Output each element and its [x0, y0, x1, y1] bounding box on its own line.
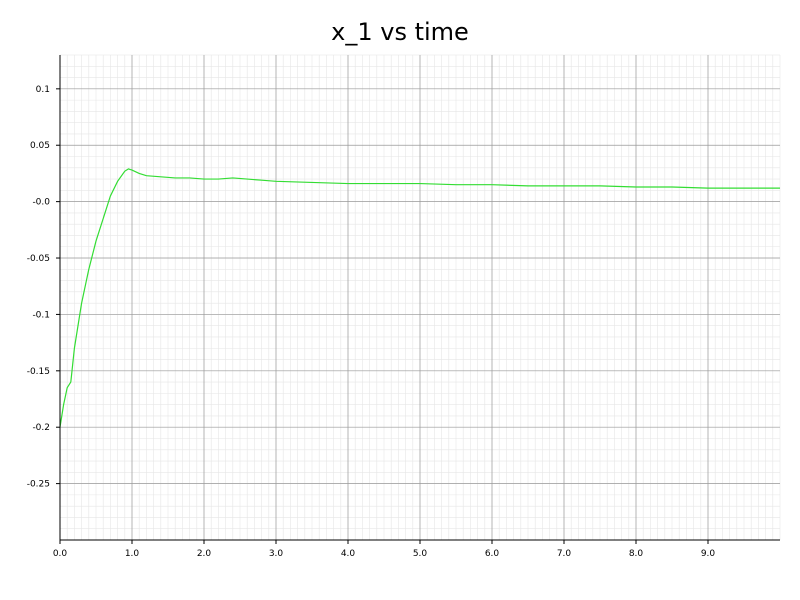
y-tick-label: -0.25 [27, 480, 50, 490]
x-tick-label: 0.0 [53, 549, 68, 559]
x-tick-label: 7.0 [557, 549, 572, 559]
x-tick-label: 3.0 [269, 549, 284, 559]
x-axis-ticks: 0.0 1.0 2.0 3.0 4.0 5.0 6.0 7.0 8.0 9.0 [53, 540, 716, 559]
x-tick-label: 5.0 [413, 549, 428, 559]
x-tick-label: 1.0 [125, 549, 140, 559]
y-tick-label: 0.05 [30, 141, 50, 151]
x-tick-label: 9.0 [701, 549, 716, 559]
y-tick-label: -0.2 [32, 423, 50, 433]
y-tick-label: -0.1 [32, 310, 50, 320]
x-tick-label: 2.0 [197, 549, 212, 559]
x-tick-label: 6.0 [485, 549, 500, 559]
y-axis-ticks: 0.1 0.05 -0.0 -0.05 -0.1 -0.15 -0.2 -0.25 [27, 85, 60, 490]
y-tick-label: -0.0 [32, 198, 50, 208]
y-tick-label: -0.15 [27, 367, 50, 377]
x-tick-label: 8.0 [629, 549, 644, 559]
y-tick-label: 0.1 [36, 85, 50, 95]
series-layer [59, 168, 781, 428]
chart-title: x_1 vs time [331, 18, 469, 46]
x-tick-label: 4.0 [341, 549, 356, 559]
y-tick-label: -0.05 [27, 254, 50, 264]
